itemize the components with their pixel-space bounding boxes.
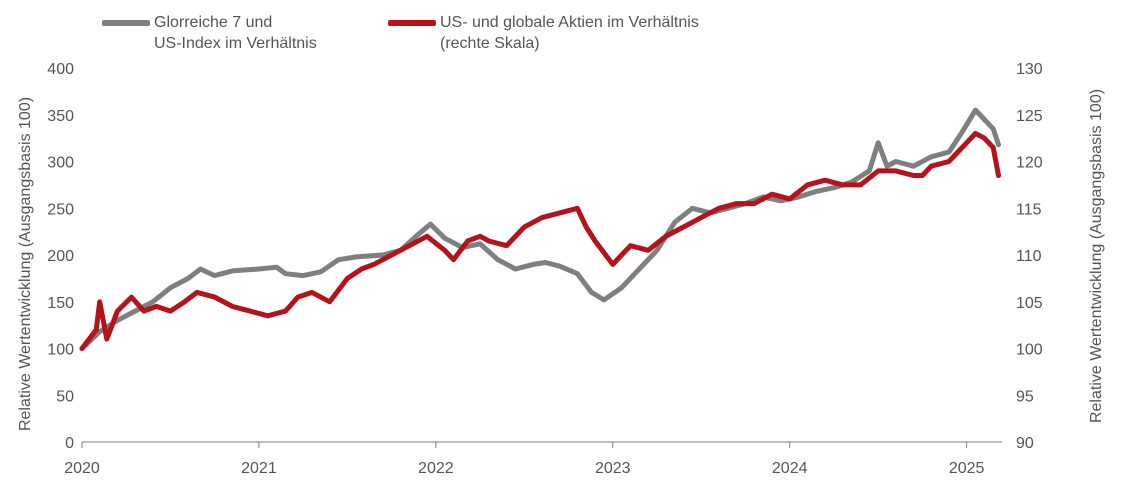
legend-label: Glorreiche 7 und US-Index im Verhältnis xyxy=(154,12,317,54)
y-right-tick-label: 95 xyxy=(1016,388,1034,405)
x-tick-label: 2022 xyxy=(418,460,454,477)
legend-swatch-red xyxy=(388,20,436,26)
tick-labels: 2020 2021 2022 2023 2024 2025 0 50 100 150 200 250 3… xyxy=(47,61,1043,477)
series-lines xyxy=(79,107,1001,351)
legend-label-line2: (rechte Skala) xyxy=(440,35,540,52)
y-right-tick-label: 90 xyxy=(1016,435,1034,452)
series-line-us-global xyxy=(79,130,1001,351)
y-left-tick-label: 300 xyxy=(47,155,74,172)
legend-label-line2: US-Index im Verhältnis xyxy=(154,35,317,52)
y-right-tick-label: 115 xyxy=(1016,201,1042,218)
legend-label-line1: Glorreiche 7 und xyxy=(154,14,273,31)
y-right-tick-label: 105 xyxy=(1016,295,1043,312)
x-tick-label: 2021 xyxy=(241,460,277,477)
x-tick-label: 2025 xyxy=(949,460,985,477)
axes xyxy=(81,441,1002,448)
y-left-tick-label: 400 xyxy=(47,61,74,78)
y-axis-title-left: Relative Wertentwicklung (Ausgangsbasis … xyxy=(17,96,34,432)
y-right-tick-label: 130 xyxy=(1016,61,1043,78)
x-tick-label: 2024 xyxy=(772,460,808,477)
series-line-glorreiche-7 xyxy=(79,107,1001,351)
y-left-tick-label: 350 xyxy=(47,108,74,125)
y-axis-title-right: Relative Wertentwicklung (Ausgangsbasis … xyxy=(1088,88,1105,424)
y-right-tick-label: 110 xyxy=(1016,248,1042,265)
y-left-tick-label: 100 xyxy=(47,342,74,359)
y-right-tick-label: 100 xyxy=(1016,342,1043,359)
y-left-tick-label: 150 xyxy=(47,295,74,312)
y-right-tick-label: 120 xyxy=(1016,155,1043,172)
y-left-tick-label: 250 xyxy=(47,201,74,218)
legend-swatch-gray xyxy=(102,20,150,26)
legend-label: US- und globale Aktien im Verhältnis (re… xyxy=(440,12,699,54)
x-tick-label: 2023 xyxy=(595,460,631,477)
legend-label-line1: US- und globale Aktien im Verhältnis xyxy=(440,14,699,31)
y-left-tick-label: 0 xyxy=(65,435,74,452)
x-tick-label: 2020 xyxy=(64,460,100,477)
y-left-tick-label: 200 xyxy=(47,248,74,265)
y-right-tick-label: 125 xyxy=(1016,108,1043,125)
y-left-tick-label: 50 xyxy=(56,388,74,405)
